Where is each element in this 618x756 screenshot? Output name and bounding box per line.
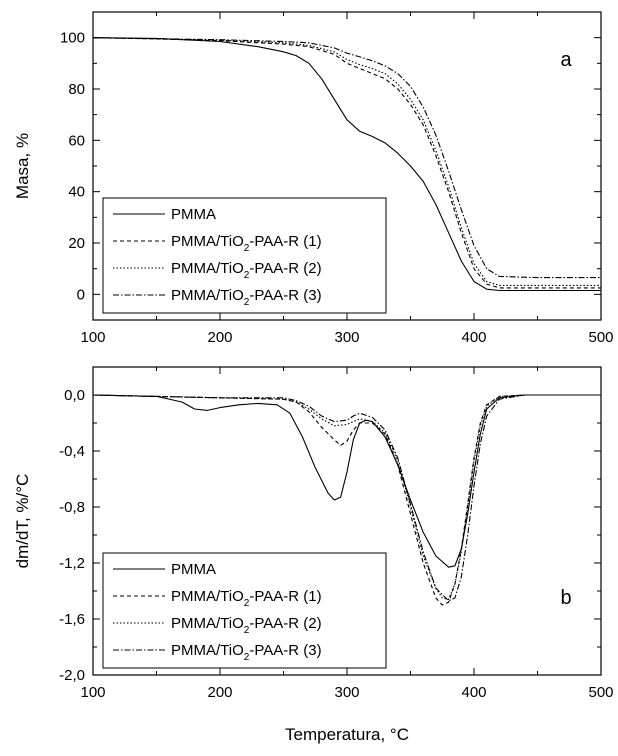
panel-letter: a — [560, 49, 572, 71]
legend-label-tail: -PAA-R (3) — [249, 287, 321, 304]
legend-label-main: PMMA/TiO — [171, 642, 244, 659]
x-tick-label: 400 — [461, 329, 486, 346]
legend-label-4: PMMA/TiO2-PAA-R (3) — [171, 287, 322, 308]
y-tick-label: -1,6 — [59, 611, 85, 628]
legend-label-main: PMMA/TiO — [171, 615, 244, 632]
y-tick-label: 0,0 — [64, 387, 85, 404]
series-line-1 — [93, 37, 601, 292]
legend-label-main: PMMA — [171, 561, 216, 578]
y-tick-label: 0 — [77, 286, 85, 303]
legend-label-1: PMMA — [171, 561, 216, 578]
series-line-1 — [93, 394, 601, 568]
y-axis-title: dm/dT, %/°C — [13, 474, 32, 569]
legend-label-tail: -PAA-R (3) — [249, 642, 321, 659]
y-tick-label: -1,2 — [59, 555, 85, 572]
panel-b: 100 200 300 400 500 0,0 -0,4 -0,8 -1,2 -1,6 -2,0 dm… — [13, 366, 614, 744]
y-tick-label: -2,0 — [59, 667, 85, 684]
legend-label-tail: -PAA-R (1) — [249, 588, 321, 605]
legend-label-main: PMMA/TiO — [171, 287, 244, 304]
legend-label-main: PMMA/TiO — [171, 233, 244, 250]
legend-label-2: PMMA/TiO2-PAA-R (1) — [171, 233, 322, 254]
legend-label-tail: -PAA-R (2) — [249, 615, 321, 632]
legend-label-4: PMMA/TiO2-PAA-R (3) — [171, 642, 322, 663]
legend-label-main: PMMA/TiO — [171, 588, 244, 605]
x-tick-label: 500 — [588, 329, 613, 346]
legend-label-sub: 2 — [244, 625, 250, 636]
legend-label-sub: 2 — [244, 297, 250, 308]
legend-label-3: PMMA/TiO2-PAA-R (2) — [171, 615, 322, 636]
y-tick-label: 100 — [60, 30, 85, 47]
y-tick-label: -0,8 — [59, 499, 85, 516]
x-tick-label: 300 — [334, 684, 359, 701]
legend-label-tail: -PAA-R (2) — [249, 260, 321, 277]
x-tick-label: 300 — [334, 329, 359, 346]
legend-label-3: PMMA/TiO2-PAA-R (2) — [171, 260, 322, 281]
x-tick-label: 400 — [461, 684, 486, 701]
x-tick-label: 200 — [207, 684, 232, 701]
x-tick-label: 500 — [588, 684, 613, 701]
x-tick-label: 100 — [80, 684, 105, 701]
legend-label-sub: 2 — [244, 652, 250, 663]
y-tick-label: 60 — [68, 132, 85, 149]
y-tick-label: 80 — [68, 81, 85, 98]
legend-label-main: PMMA — [171, 206, 216, 223]
series-line-4 — [93, 394, 601, 602]
legend-label-2: PMMA/TiO2-PAA-R (1) — [171, 588, 322, 609]
series-line-3 — [93, 37, 601, 286]
series-line-2 — [93, 37, 601, 289]
y-tick-label: 20 — [68, 235, 85, 252]
legend-box — [102, 197, 387, 314]
x-axis-title: Temperatura, °C — [285, 725, 409, 744]
x-tick-label: 100 — [80, 329, 105, 346]
legend-label-main: PMMA/TiO — [171, 260, 244, 277]
y-tick-label: -0,4 — [59, 443, 85, 460]
y-axis-title: Masa, % — [13, 133, 32, 199]
panel-a: 100 200 300 400 500 0 20 40 60 80 100 Masa, % a PMMA P… — [13, 11, 614, 346]
legend-label-sub: 2 — [244, 598, 250, 609]
legend-label-sub: 2 — [244, 270, 250, 281]
panel-letter: b — [560, 587, 571, 609]
series-line-4 — [93, 37, 601, 279]
legend-label-tail: -PAA-R (1) — [249, 233, 321, 250]
x-tick-label: 200 — [207, 329, 232, 346]
y-tick-label: 40 — [68, 184, 85, 201]
legend-label-1: PMMA — [171, 206, 216, 223]
legend-label-sub: 2 — [244, 243, 250, 254]
legend-box — [102, 552, 387, 669]
